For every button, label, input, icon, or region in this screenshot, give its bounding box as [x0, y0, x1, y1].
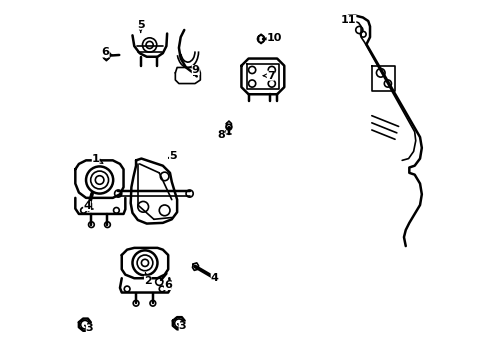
- Text: 7: 7: [263, 71, 274, 81]
- Text: 3: 3: [177, 321, 186, 332]
- Text: 9: 9: [192, 65, 199, 75]
- Text: 3: 3: [85, 323, 94, 333]
- Text: 5: 5: [169, 151, 177, 161]
- Text: 6: 6: [102, 48, 112, 58]
- Text: 1: 1: [92, 154, 103, 164]
- Text: 4: 4: [83, 201, 91, 211]
- Text: 8: 8: [218, 130, 226, 140]
- Text: 10: 10: [267, 33, 282, 43]
- Text: 11: 11: [341, 15, 356, 25]
- Text: 6: 6: [164, 280, 172, 290]
- Text: 5: 5: [137, 19, 145, 32]
- Text: 4: 4: [210, 273, 219, 283]
- Text: 2: 2: [144, 273, 152, 286]
